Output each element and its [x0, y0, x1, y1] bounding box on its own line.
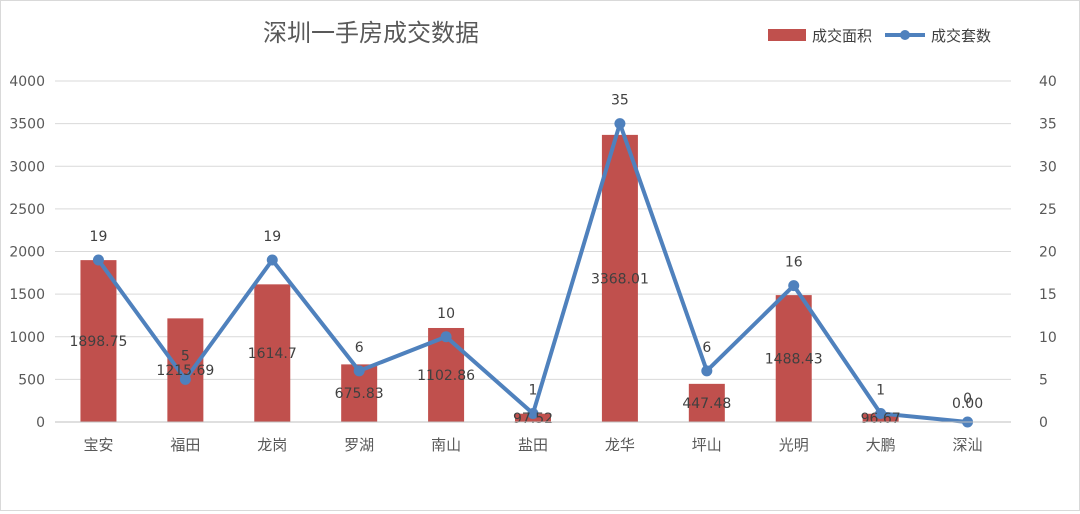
y-right-tick-label: 25: [1039, 202, 1057, 218]
chart-title: 深圳一手房成交数据: [263, 19, 479, 47]
y-right-tick-label: 40: [1039, 74, 1057, 90]
x-tick-label: 罗湖: [344, 436, 374, 454]
y-left-tick-label: 4000: [9, 74, 45, 90]
y-right-tick-label: 20: [1039, 245, 1057, 261]
y-right-tick-label: 15: [1039, 287, 1057, 303]
bar-data-label: 1898.75: [70, 334, 128, 350]
line-point: [92, 254, 104, 266]
x-tick-label: 坪山: [692, 436, 722, 454]
line-point: [614, 118, 626, 130]
line-data-label: 0: [963, 391, 972, 407]
y-right-tick-label: 10: [1039, 330, 1057, 346]
y-left-tick-label: 0: [36, 415, 45, 431]
bar-data-label: 447.48: [682, 396, 731, 412]
x-tick-label: 宝安: [83, 436, 113, 454]
line-data-label: 5: [181, 348, 190, 364]
bar: [688, 383, 725, 422]
bar: [601, 134, 638, 423]
line-point: [353, 365, 365, 377]
line-data-label: 6: [355, 340, 364, 356]
x-tick-label: 福田: [170, 436, 200, 454]
line-data-label: 1: [529, 382, 538, 398]
line-point: [440, 331, 452, 343]
bar-data-label: 1215.69: [156, 363, 214, 379]
line-point: [701, 365, 713, 377]
legend-label-count: 成交套数: [931, 27, 991, 45]
x-tick-label: 大鹏: [866, 436, 896, 454]
legend-swatch-area: [768, 29, 806, 41]
bar: [167, 318, 204, 422]
y-left-tick-label: 1500: [9, 287, 45, 303]
line-series: [92, 118, 974, 428]
x-tick-label: 盐田: [518, 436, 548, 454]
bar: [775, 295, 812, 422]
line-point: [266, 254, 278, 266]
bar-data-label: 1614.7: [248, 346, 297, 362]
bar-data-label: 0.00: [952, 396, 983, 412]
line-data-label: 16: [785, 255, 803, 271]
line-data-label: 1: [876, 382, 885, 398]
x-tick-label: 光明: [779, 436, 809, 454]
line-point: [788, 280, 800, 292]
bar: [428, 327, 465, 422]
x-axis: 宝安 福田 龙岗 罗湖 南山 盐田 龙华 坪山 光明 大鹏 深汕: [55, 421, 1011, 454]
y-axis-right: 0 5 10 15 20 25 30 35 40: [1039, 74, 1057, 431]
legend-label-area: 成交面积: [812, 27, 872, 45]
bar-data-label: 1102.86: [417, 368, 475, 384]
y-left-tick-label: 1000: [9, 330, 45, 346]
y-left-tick-label: 2000: [9, 245, 45, 261]
series-line: [96, 121, 968, 424]
y-left-tick-label: 500: [18, 372, 45, 388]
legend: 成交面积 成交套数: [768, 27, 991, 45]
line-data-label: 6: [702, 340, 711, 356]
y-axis-left: 0 500 1000 1500 2000 2500 3000 3500 4000: [9, 74, 45, 431]
y-right-tick-label: 5: [1039, 372, 1048, 388]
data-labels: 1898.75 1215.69 1614.7 675.83 1102.86 97.52 33…: [70, 93, 984, 427]
bar-data-label: 1488.43: [765, 352, 823, 368]
x-tick-label: 南山: [431, 436, 461, 454]
y-right-tick-label: 35: [1039, 117, 1057, 133]
bar-data-label: 96.67: [861, 411, 901, 427]
line-point: [179, 373, 191, 385]
y-left-tick-label: 2500: [9, 202, 45, 218]
y-left-tick-label: 3500: [9, 117, 45, 133]
line-data-label: 19: [263, 229, 281, 245]
line-point: [527, 407, 539, 419]
bar-data-label: 97.52: [513, 411, 553, 427]
x-tick-label: 深汕: [953, 436, 983, 454]
line-data-label: 35: [611, 93, 629, 109]
bar-series: [80, 134, 899, 423]
y-right-tick-label: 0: [1039, 415, 1048, 431]
line-data-label: 10: [437, 306, 455, 322]
y-right-tick-label: 30: [1039, 159, 1057, 175]
legend-marker-count: [900, 30, 910, 40]
bar: [254, 284, 291, 422]
line-data-label: 19: [90, 229, 108, 245]
bar-data-label: 3368.01: [591, 271, 649, 287]
bar: [80, 260, 117, 422]
bar-data-label: 675.83: [335, 386, 384, 402]
x-tick-label: 龙岗: [257, 436, 287, 454]
y-left-tick-label: 3000: [9, 159, 45, 175]
line-point: [875, 407, 887, 419]
x-tick-label: 龙华: [605, 436, 635, 454]
